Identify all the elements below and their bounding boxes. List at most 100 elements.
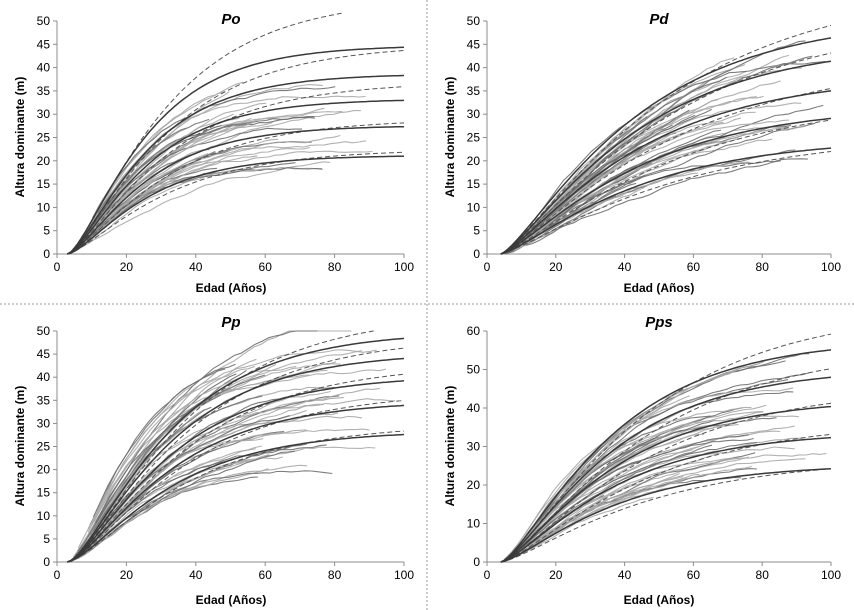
y-tick-label: 0	[43, 555, 50, 569]
y-tick-label: 35	[37, 84, 51, 98]
observed-series	[93, 368, 386, 522]
x-axis-title: Edad (Años)	[196, 281, 267, 295]
reference-curve-dashed	[500, 52, 832, 255]
observed-series	[88, 140, 367, 238]
model-curve	[67, 404, 405, 563]
x-axis-title: Edad (Años)	[624, 593, 695, 607]
y-tick-label: 50	[467, 363, 481, 377]
y-tick-label: 45	[37, 37, 51, 51]
y-tick-label: 10	[37, 509, 51, 523]
observed-series	[526, 446, 795, 545]
reference-curve-dashed	[500, 468, 832, 563]
x-tick-label: 20	[120, 568, 134, 582]
model-curve	[500, 37, 832, 255]
y-tick-label: 50	[37, 14, 51, 28]
panel-pps: Pps 0 10 20 30 40 50 60 0 20 40 60 80 100 Edad (Años…	[443, 314, 841, 607]
y-tick-label: 15	[37, 177, 51, 191]
observed-series	[92, 368, 226, 518]
x-tick-label: 40	[189, 568, 203, 582]
observed-series	[527, 104, 824, 243]
x-tick-label: 20	[120, 260, 134, 274]
plot-area: 0 10 20 30 40 50 60 0 20 40 60 80 100	[467, 324, 842, 582]
observed-series	[516, 125, 806, 248]
observed-series	[77, 374, 266, 552]
y-tick-label: 0	[43, 247, 50, 261]
observed-series	[525, 158, 808, 246]
x-tick-label: 60	[687, 260, 701, 274]
reference-curve-dashed	[67, 399, 405, 563]
y-tick-label: 30	[467, 440, 481, 454]
y-tick-label: 20	[37, 463, 51, 477]
y-tick-label: 20	[37, 154, 51, 168]
plot-area: 0 5 10 15 20 25 30 35 40 45 50 0 20 40 60 80 100	[467, 14, 842, 274]
y-axis-title: Altura dominante (m)	[443, 77, 457, 198]
x-tick-label: 20	[549, 568, 563, 582]
reference-curve-dashed	[67, 347, 405, 563]
observed-series	[517, 395, 690, 549]
model-curve	[67, 337, 405, 563]
observed-series	[525, 80, 781, 240]
reference-curve-dashed	[67, 86, 405, 255]
y-tick-label: 40	[37, 370, 51, 384]
y-tick-label: 30	[37, 107, 51, 121]
observed-series	[72, 84, 323, 250]
x-tick-label: 60	[687, 568, 701, 582]
y-tick-label: 5	[473, 224, 480, 238]
observed-series	[511, 423, 739, 555]
observed-series	[505, 102, 802, 255]
y-tick-label: 10	[467, 517, 481, 531]
observed-series	[94, 468, 269, 548]
model-curve	[500, 405, 832, 563]
observed-series	[97, 91, 230, 220]
y-tick-label: 30	[37, 416, 51, 430]
y-tick-label: 10	[467, 200, 481, 214]
x-tick-label: 80	[328, 260, 342, 274]
model-curve	[500, 60, 832, 255]
observed-series	[523, 40, 806, 240]
x-tick-label: 40	[189, 260, 203, 274]
panel-pp: Pp 0 5 10 15 20 25 30 35 40 45 50 0 20 40 60 80 100 Edad…	[13, 314, 414, 607]
y-tick-label: 60	[467, 324, 481, 338]
x-tick-label: 100	[394, 568, 414, 582]
y-tick-label: 25	[467, 131, 481, 145]
panel-title: Po	[221, 11, 240, 28]
observed-series	[85, 116, 315, 235]
x-tick-label: 60	[259, 568, 273, 582]
x-tick-label: 80	[756, 568, 770, 582]
y-tick-label: 15	[37, 486, 51, 500]
x-tick-label: 0	[484, 568, 491, 582]
plot-area: 0 5 10 15 20 25 30 35 40 45 50 0 20 40 60 80 100	[37, 324, 415, 582]
observed-series	[508, 442, 757, 559]
observed-series	[513, 473, 700, 558]
observed-series	[508, 496, 654, 560]
observed-series	[520, 57, 735, 241]
y-tick-label: 25	[37, 131, 51, 145]
model-curve	[67, 46, 405, 255]
y-tick-label: 5	[43, 224, 50, 238]
panel-po: Po 0 5 10 15 20 25 30 35 40 45 50 0 20 40 60 80 100 Edad…	[13, 11, 414, 295]
observed-series	[73, 146, 311, 252]
model-curve	[500, 147, 832, 255]
observed-series	[81, 448, 256, 554]
x-tick-label: 0	[484, 260, 491, 274]
observed-series	[514, 473, 680, 557]
model-curve	[67, 433, 405, 563]
observed-series	[95, 470, 333, 543]
panel-title: Pd	[649, 11, 669, 28]
observed-series	[522, 96, 758, 239]
y-tick-label: 0	[473, 247, 480, 261]
observed-series	[512, 437, 754, 555]
y-axis-title: Altura dominante (m)	[13, 386, 27, 507]
x-tick-label: 40	[618, 568, 632, 582]
observed-series	[89, 153, 209, 238]
observed-series	[529, 55, 813, 232]
panel-title: Pp	[221, 314, 240, 331]
model-curve	[500, 436, 832, 563]
y-axis-title: Altura dominante (m)	[443, 386, 457, 507]
y-tick-label: 15	[467, 177, 481, 191]
observed-series	[530, 453, 827, 544]
reference-curve-dashed	[500, 24, 832, 255]
model-curve	[67, 380, 405, 563]
y-tick-label: 40	[467, 401, 481, 415]
